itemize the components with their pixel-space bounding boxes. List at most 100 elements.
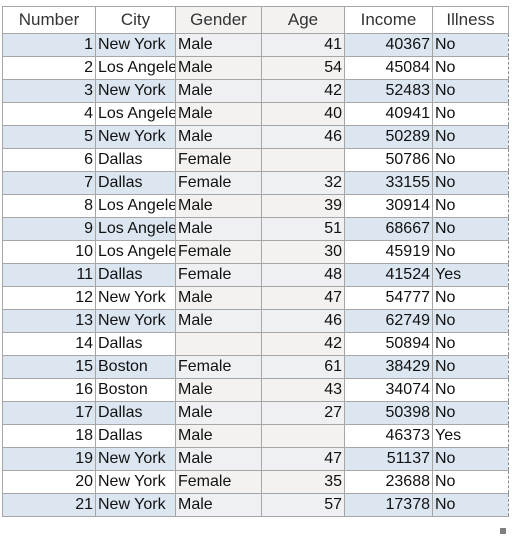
cell-number[interactable]: 7 [3, 172, 96, 195]
cell-illness[interactable]: No [433, 149, 509, 172]
cell-city[interactable]: New York [96, 80, 176, 103]
cell-city[interactable]: New York [96, 126, 176, 149]
cell-illness[interactable]: No [433, 103, 509, 126]
cell-gender[interactable]: Female [176, 149, 262, 172]
cell-city[interactable]: Dallas [96, 425, 176, 448]
cell-age[interactable]: 57 [262, 494, 345, 517]
cell-gender[interactable]: Male [176, 103, 262, 126]
cell-age[interactable]: 47 [262, 287, 345, 310]
cell-gender[interactable]: Male [176, 218, 262, 241]
cell-illness[interactable]: No [433, 218, 509, 241]
cell-gender[interactable]: Male [176, 126, 262, 149]
cell-gender[interactable]: Male [176, 80, 262, 103]
cell-number[interactable]: 16 [3, 379, 96, 402]
cell-age[interactable]: 54 [262, 57, 345, 80]
cell-income[interactable]: 68667 [345, 218, 433, 241]
cell-gender[interactable]: Female [176, 356, 262, 379]
cell-city[interactable]: Los Angeles [96, 218, 176, 241]
cell-illness[interactable]: No [433, 310, 509, 333]
cell-income[interactable]: 33155 [345, 172, 433, 195]
cell-city[interactable]: Dallas [96, 149, 176, 172]
cell-number[interactable]: 3 [3, 80, 96, 103]
cell-illness[interactable]: No [433, 494, 509, 517]
cell-income[interactable]: 62749 [345, 310, 433, 333]
cell-city[interactable]: Boston [96, 379, 176, 402]
cell-income[interactable]: 40941 [345, 103, 433, 126]
cell-number[interactable]: 2 [3, 57, 96, 80]
cell-income[interactable]: 45084 [345, 57, 433, 80]
cell-gender[interactable]: Female [176, 172, 262, 195]
cell-number[interactable]: 5 [3, 126, 96, 149]
cell-number[interactable]: 4 [3, 103, 96, 126]
cell-city[interactable]: New York [96, 471, 176, 494]
cell-gender[interactable]: Male [176, 195, 262, 218]
header-number[interactable]: Number [3, 7, 96, 34]
cell-income[interactable]: 45919 [345, 241, 433, 264]
cell-city[interactable]: New York [96, 494, 176, 517]
cell-gender[interactable]: Male [176, 425, 262, 448]
cell-age[interactable]: 42 [262, 333, 345, 356]
cell-income[interactable]: 17378 [345, 494, 433, 517]
cell-income[interactable]: 30914 [345, 195, 433, 218]
cell-number[interactable]: 12 [3, 287, 96, 310]
header-gender[interactable]: Gender [176, 7, 262, 34]
cell-number[interactable]: 19 [3, 448, 96, 471]
cell-gender[interactable]: Male [176, 57, 262, 80]
cell-illness[interactable]: No [433, 379, 509, 402]
cell-age[interactable]: 46 [262, 310, 345, 333]
cell-gender[interactable]: Male [176, 287, 262, 310]
cell-city[interactable]: Los Angeles [96, 195, 176, 218]
cell-gender[interactable]: Male [176, 310, 262, 333]
resize-handle[interactable] [500, 528, 506, 534]
cell-city[interactable]: New York [96, 287, 176, 310]
cell-illness[interactable]: No [433, 126, 509, 149]
cell-number[interactable]: 10 [3, 241, 96, 264]
cell-income[interactable]: 54777 [345, 287, 433, 310]
cell-number[interactable]: 21 [3, 494, 96, 517]
cell-illness[interactable]: No [433, 80, 509, 103]
cell-age[interactable] [262, 149, 345, 172]
cell-income[interactable]: 41524 [345, 264, 433, 287]
cell-city[interactable]: Los Angeles [96, 103, 176, 126]
cell-number[interactable]: 13 [3, 310, 96, 333]
cell-illness[interactable]: No [433, 34, 509, 57]
cell-income[interactable]: 38429 [345, 356, 433, 379]
cell-age[interactable]: 39 [262, 195, 345, 218]
cell-number[interactable]: 15 [3, 356, 96, 379]
cell-illness[interactable]: No [433, 402, 509, 425]
cell-age[interactable]: 27 [262, 402, 345, 425]
cell-gender[interactable]: Male [176, 402, 262, 425]
cell-illness[interactable]: Yes [433, 425, 509, 448]
cell-income[interactable]: 34074 [345, 379, 433, 402]
cell-gender[interactable]: Female [176, 241, 262, 264]
cell-age[interactable]: 61 [262, 356, 345, 379]
cell-age[interactable]: 47 [262, 448, 345, 471]
cell-gender[interactable]: Female [176, 471, 262, 494]
header-income[interactable]: Income [345, 7, 433, 34]
cell-illness[interactable]: No [433, 241, 509, 264]
cell-illness[interactable]: No [433, 57, 509, 80]
cell-income[interactable]: 50894 [345, 333, 433, 356]
cell-age[interactable]: 43 [262, 379, 345, 402]
cell-illness[interactable]: No [433, 333, 509, 356]
cell-city[interactable]: Dallas [96, 264, 176, 287]
cell-illness[interactable]: No [433, 172, 509, 195]
cell-income[interactable]: 50786 [345, 149, 433, 172]
cell-number[interactable]: 20 [3, 471, 96, 494]
cell-income[interactable]: 50398 [345, 402, 433, 425]
cell-income[interactable]: 46373 [345, 425, 433, 448]
cell-illness[interactable]: Yes [433, 264, 509, 287]
cell-number[interactable]: 14 [3, 333, 96, 356]
cell-illness[interactable]: No [433, 195, 509, 218]
cell-gender[interactable] [176, 333, 262, 356]
cell-income[interactable]: 51137 [345, 448, 433, 471]
cell-illness[interactable]: No [433, 287, 509, 310]
cell-city[interactable]: New York [96, 34, 176, 57]
cell-city[interactable]: Dallas [96, 333, 176, 356]
header-city[interactable]: City [96, 7, 176, 34]
cell-city[interactable]: Boston [96, 356, 176, 379]
header-illness[interactable]: Illness [433, 7, 509, 34]
cell-city[interactable]: Dallas [96, 172, 176, 195]
cell-age[interactable]: 51 [262, 218, 345, 241]
cell-income[interactable]: 52483 [345, 80, 433, 103]
